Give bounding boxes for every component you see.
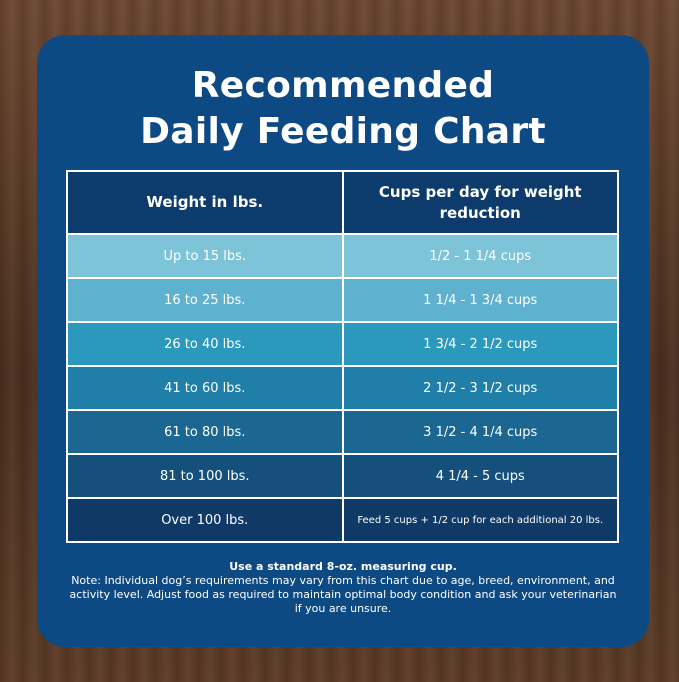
weight-cell: Up to 15 lbs.	[66, 233, 344, 279]
weight-cell: Over 100 lbs.	[66, 497, 344, 543]
measuring-cup-note: Use a standard 8-oz. measuring cup.	[229, 560, 457, 573]
table-row: 26 to 40 lbs. 1 3/4 - 2 1/2 cups	[66, 321, 619, 367]
weight-cell: 16 to 25 lbs.	[66, 277, 344, 323]
chart-title: Recommended Daily Feeding Chart	[37, 63, 649, 155]
cups-cell: 2 1/2 - 3 1/2 cups	[341, 365, 619, 411]
table-row: 41 to 60 lbs. 2 1/2 - 3 1/2 cups	[66, 365, 619, 411]
table-row: 81 to 100 lbs. 4 1/4 - 5 cups	[66, 453, 619, 499]
header-cups: Cups per day for weight reduction	[341, 170, 619, 235]
table-row: Up to 15 lbs. 1/2 - 1 1/4 cups	[66, 233, 619, 279]
table-row: Over 100 lbs. Feed 5 cups + 1/2 cup for e…	[66, 497, 619, 543]
table-header-row: Weight in lbs. Cups per day for weight r…	[66, 170, 619, 235]
weight-cell: 61 to 80 lbs.	[66, 409, 344, 455]
title-line-1: Recommended	[191, 65, 495, 106]
title-line-2: Daily Feeding Chart	[140, 111, 546, 152]
header-weight: Weight in lbs.	[66, 170, 344, 235]
table-row: 16 to 25 lbs. 1 1/4 - 1 3/4 cups	[66, 277, 619, 323]
weight-cell: 26 to 40 lbs.	[66, 321, 344, 367]
disclaimer-note: Note: Individual dog’s requirements may …	[69, 574, 617, 615]
feeding-chart-card: Recommended Daily Feeding Chart Weight i…	[37, 35, 649, 647]
cups-cell: 1 1/4 - 1 3/4 cups	[341, 277, 619, 323]
cups-cell: 4 1/4 - 5 cups	[341, 453, 619, 499]
weight-cell: 81 to 100 lbs.	[66, 453, 344, 499]
notes-section: Use a standard 8-oz. measuring cup. Note…	[67, 560, 619, 616]
cups-cell: 1/2 - 1 1/4 cups	[341, 233, 619, 279]
weight-cell: 41 to 60 lbs.	[66, 365, 344, 411]
table-row: 61 to 80 lbs. 3 1/2 - 4 1/4 cups	[66, 409, 619, 455]
cups-cell: 1 3/4 - 2 1/2 cups	[341, 321, 619, 367]
cups-cell: 3 1/2 - 4 1/4 cups	[341, 409, 619, 455]
feeding-table: Weight in lbs. Cups per day for weight r…	[66, 170, 619, 543]
cups-cell: Feed 5 cups + 1/2 cup for each additiona…	[341, 497, 619, 543]
